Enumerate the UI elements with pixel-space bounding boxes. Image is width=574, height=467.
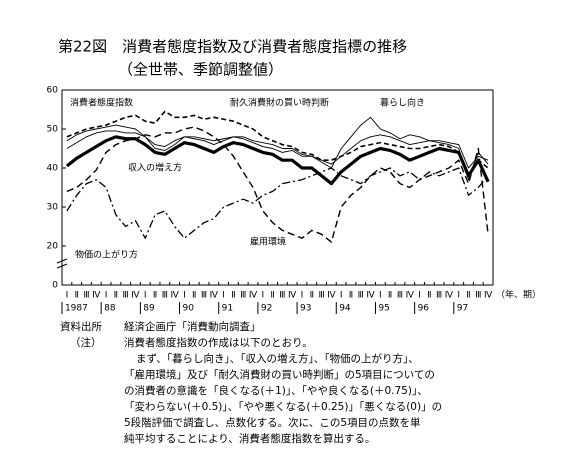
note-line: 「雇用環境」及び「耐久消費財の買い時判断」の5項目についての	[124, 368, 435, 381]
x-tick-label: Ⅲ	[358, 291, 364, 301]
year-label: 97	[457, 304, 468, 314]
series-label: 消費者態度指数	[70, 97, 133, 109]
x-tick-label: Ⅱ	[231, 291, 235, 301]
x-tick-label: Ⅳ	[366, 291, 375, 301]
label-bg	[73, 248, 140, 262]
y-tick-label: 40	[47, 164, 59, 174]
year-label: 89	[143, 304, 155, 314]
x-tick-label: Ⅱ	[310, 291, 314, 301]
year-label: 92	[261, 304, 272, 314]
x-tick-label: Ⅱ	[466, 291, 470, 301]
x-tick-label: Ⅳ	[210, 291, 219, 301]
note-line: まず、「暮らし向き」、「収入の増え方」、「物価の上がり方」、	[136, 352, 419, 365]
note-line: 純平均することにより、消費者態度指数を算出する。	[124, 432, 375, 445]
x-tick-label: Ⅲ	[240, 291, 246, 301]
x-tick-label: Ⅳ	[170, 291, 179, 301]
note-label: （注）	[70, 336, 102, 349]
series-label: 収入の増え方	[128, 162, 182, 174]
x-tick-label: Ⅲ	[201, 291, 207, 301]
note-line: の消費者の意識を「良くなる(＋1)」、「やや良くなる(＋0.75)」、	[124, 384, 428, 397]
series-line	[66, 167, 489, 239]
x-tick-label: Ⅰ	[379, 291, 382, 301]
x-tick-label: Ⅰ	[183, 291, 186, 301]
x-axis-label: （年、期）	[496, 289, 541, 301]
label-bg	[248, 235, 288, 249]
label-bg	[126, 161, 184, 175]
x-tick-label: Ⅳ	[406, 291, 415, 301]
label-bg	[228, 96, 331, 110]
series-line	[66, 110, 489, 177]
chart-title: 第22図 消費者態度指数及び消費者態度指標の推移	[58, 38, 407, 56]
source-label: 資料出所	[60, 320, 102, 333]
year-label: 93	[300, 304, 311, 314]
y-tick-label: 20	[47, 242, 59, 252]
x-tick-label: Ⅲ	[83, 291, 89, 301]
note-line: 「変わらない(＋0.5)」、「やや悪くなる(＋0.25)」「悪くなる(0)」の	[124, 400, 442, 413]
x-tick-label: Ⅳ	[249, 291, 258, 301]
x-tick-label: Ⅰ	[340, 291, 343, 301]
note-line: 消費者態度指数の作成は以下のとおり。	[124, 336, 313, 349]
x-tick-label: Ⅲ	[318, 291, 324, 301]
x-tick-label: Ⅰ	[418, 291, 421, 301]
label-bg	[68, 96, 135, 110]
x-tick-label: Ⅰ	[144, 291, 147, 301]
x-tick-label: Ⅳ	[445, 291, 454, 301]
year-label: 94	[339, 304, 351, 314]
series-label: 暮らし向き	[380, 97, 425, 109]
y-tick-label: 60	[47, 86, 59, 96]
series-line	[66, 130, 489, 169]
x-tick-label: Ⅱ	[349, 291, 353, 301]
series-label: 物価の上がり方	[75, 249, 138, 261]
x-tick-label: Ⅳ	[327, 291, 336, 301]
x-tick-label: Ⅱ	[153, 291, 157, 301]
x-tick-label: Ⅰ	[66, 291, 69, 301]
x-tick-label: Ⅰ	[222, 291, 225, 301]
series-label: 雇用環境	[250, 236, 286, 248]
source: 経済企画庁「消費動向調査」	[124, 320, 261, 333]
x-tick-label: Ⅳ	[92, 291, 101, 301]
x-tick-label: Ⅲ	[436, 291, 442, 301]
series-line	[66, 126, 489, 243]
y-tick-label: 30	[47, 203, 59, 213]
chart-subtitle: （全世帯、季節調整値）	[118, 61, 283, 79]
year-label: 1987	[65, 304, 88, 314]
x-tick-label: Ⅲ	[475, 291, 481, 301]
x-tick-label: Ⅰ	[457, 291, 460, 301]
x-tick-label: Ⅰ	[261, 291, 264, 301]
x-tick-label: Ⅱ	[427, 291, 431, 301]
x-tick-label: Ⅳ	[288, 291, 297, 301]
series-line	[66, 116, 489, 181]
x-tick-label: Ⅱ	[270, 291, 274, 301]
x-tick-label: Ⅲ	[162, 291, 168, 301]
x-tick-label: Ⅲ	[397, 291, 403, 301]
x-tick-label: Ⅱ	[114, 291, 118, 301]
y-tick-label: 50	[47, 125, 59, 135]
y-origin-label: 0	[52, 281, 58, 291]
label-bg	[378, 96, 427, 110]
year-label: 96	[418, 304, 430, 314]
x-tick-label: Ⅱ	[192, 291, 196, 301]
x-tick-label: Ⅱ	[388, 291, 392, 301]
x-tick-label: Ⅰ	[105, 291, 108, 301]
axis-break	[56, 258, 68, 269]
series-label: 耐久消費財の買い時判断	[230, 97, 329, 109]
note-line: 5段階評価で調査し、点数化する。次に、この5項目の点数を単	[124, 416, 421, 429]
x-tick-label: Ⅳ	[484, 291, 493, 301]
series-line	[65, 135, 490, 186]
x-tick-label: Ⅲ	[123, 291, 129, 301]
year-label: 90	[182, 304, 194, 314]
year-label: 88	[104, 304, 116, 314]
x-tick-label: Ⅳ	[131, 291, 140, 301]
x-tick-label: Ⅲ	[279, 291, 285, 301]
year-label: 91	[222, 304, 233, 314]
x-tick-label: Ⅰ	[301, 291, 304, 301]
x-tick-label: Ⅱ	[74, 291, 78, 301]
year-label: 95	[378, 304, 389, 314]
